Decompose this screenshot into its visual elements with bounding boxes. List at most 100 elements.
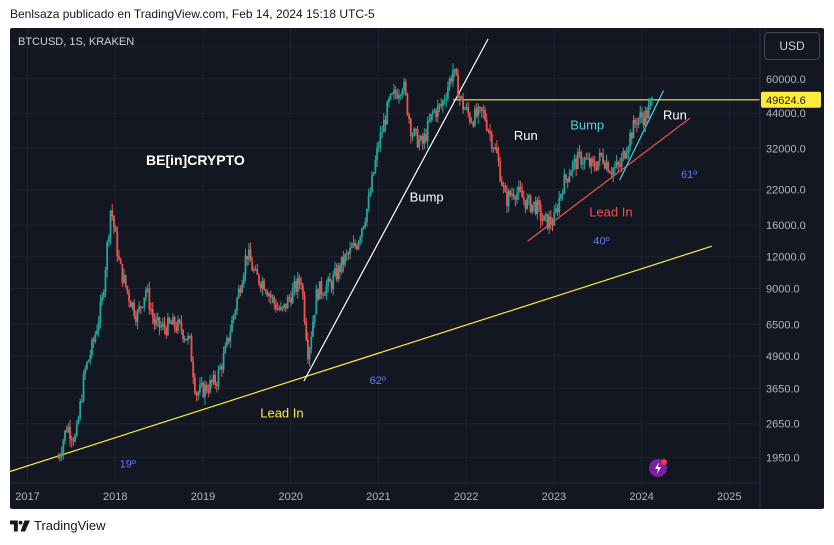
candle-body [185,338,188,341]
candle-body [170,322,173,325]
annotation-label: Bump [410,189,444,204]
candle-body [214,374,217,385]
candle-body [548,216,551,229]
candle-body [639,112,642,119]
x-tick-label: 2019 [191,491,215,503]
candle-body [313,314,316,322]
candle-body [551,223,554,226]
candle-body [474,108,476,126]
x-tick-label: 2024 [629,491,653,503]
candle-body [266,291,269,297]
candle-body [425,134,427,142]
trendline-trend-2023 [527,117,691,242]
candle-body [379,132,382,147]
candle-body [593,162,596,168]
x-tick-label: 2021 [366,491,390,503]
candle-body [603,162,606,169]
annotation-label: Run [514,128,538,143]
chart-title: BTCUSD, 1S, KRAKEN [18,36,134,48]
candle-body [138,306,141,312]
candle-body [183,338,186,340]
candle-body [119,258,122,264]
candle-body [261,280,264,289]
x-tick-label: 2018 [103,491,127,503]
candle-body [588,158,591,167]
chart-frame[interactable]: Bump Run Bump Run Lead In Lead In 19º 62º 40º 61º… [10,28,824,509]
x-tick-label: 2022 [454,491,478,503]
last-price-label: 49624.6 [766,95,806,107]
candle-body [398,95,400,99]
candle-body [143,297,146,307]
candle-body [487,130,490,132]
candle-body [441,100,444,107]
candle-body [377,146,380,148]
candle-body [150,309,152,311]
candle-body [632,120,635,139]
candle-body [151,309,154,317]
candle-body [241,284,244,293]
candle-body [180,321,183,331]
candle-body [121,263,124,283]
candle-body [242,274,245,285]
candle-body [374,160,377,173]
candle-body [166,317,169,336]
candle-body [507,191,510,206]
chart-svg[interactable]: Bump Run Bump Run Lead In Lead In 19º 62º 40º 61º… [10,28,824,509]
candle-body [608,172,611,174]
replay-icon[interactable] [649,459,667,477]
annotation-label: Lead In [589,204,632,219]
footer-brand-label: TradingView [34,518,106,533]
candle-body [146,288,149,290]
candle-body [295,281,297,292]
candle-body [467,106,470,114]
candle-body [404,81,407,94]
candle-body [445,98,448,101]
candle-body [484,110,486,121]
candle-body [576,151,579,170]
candle-body [312,321,314,337]
currency-button[interactable]: USD [764,32,820,60]
candle-body [544,213,547,216]
footer-brand: TradingView [10,518,106,533]
candle-body [173,316,176,328]
candle-body [590,158,593,167]
candle-body [529,195,532,212]
candle-body [298,277,301,284]
candle-body [59,456,61,458]
candle-body [84,368,87,374]
candle-body [165,328,168,336]
candle-body [258,274,260,284]
candle-body [234,310,237,316]
candle-body [305,321,308,340]
candle-body [418,139,421,148]
candle-body [156,317,159,321]
candle-body [568,175,571,182]
candle-body [565,174,567,179]
candle-body [619,164,621,167]
candle-body [443,100,446,102]
candle-body [75,423,78,436]
candle-body [560,194,562,198]
candle-body [452,70,454,82]
candle-body [136,311,139,323]
candle-body [428,120,431,122]
candle-body [91,339,93,355]
candle-body [583,158,586,164]
candle-body [386,102,389,125]
candle-body [226,337,228,346]
candle-body [561,193,564,195]
candle-body [344,254,346,265]
candle-body [421,136,424,144]
candle-body [506,192,508,206]
candle-body [614,166,616,169]
candle-body [322,293,324,296]
candle-body [77,418,80,424]
candle-body [106,242,109,270]
candle-body [175,327,178,331]
candle-body [522,197,525,201]
candle-body [57,457,60,459]
candle-body [104,269,107,292]
candle-body [627,147,630,154]
candle-body [489,130,491,134]
candle-body [534,201,537,215]
